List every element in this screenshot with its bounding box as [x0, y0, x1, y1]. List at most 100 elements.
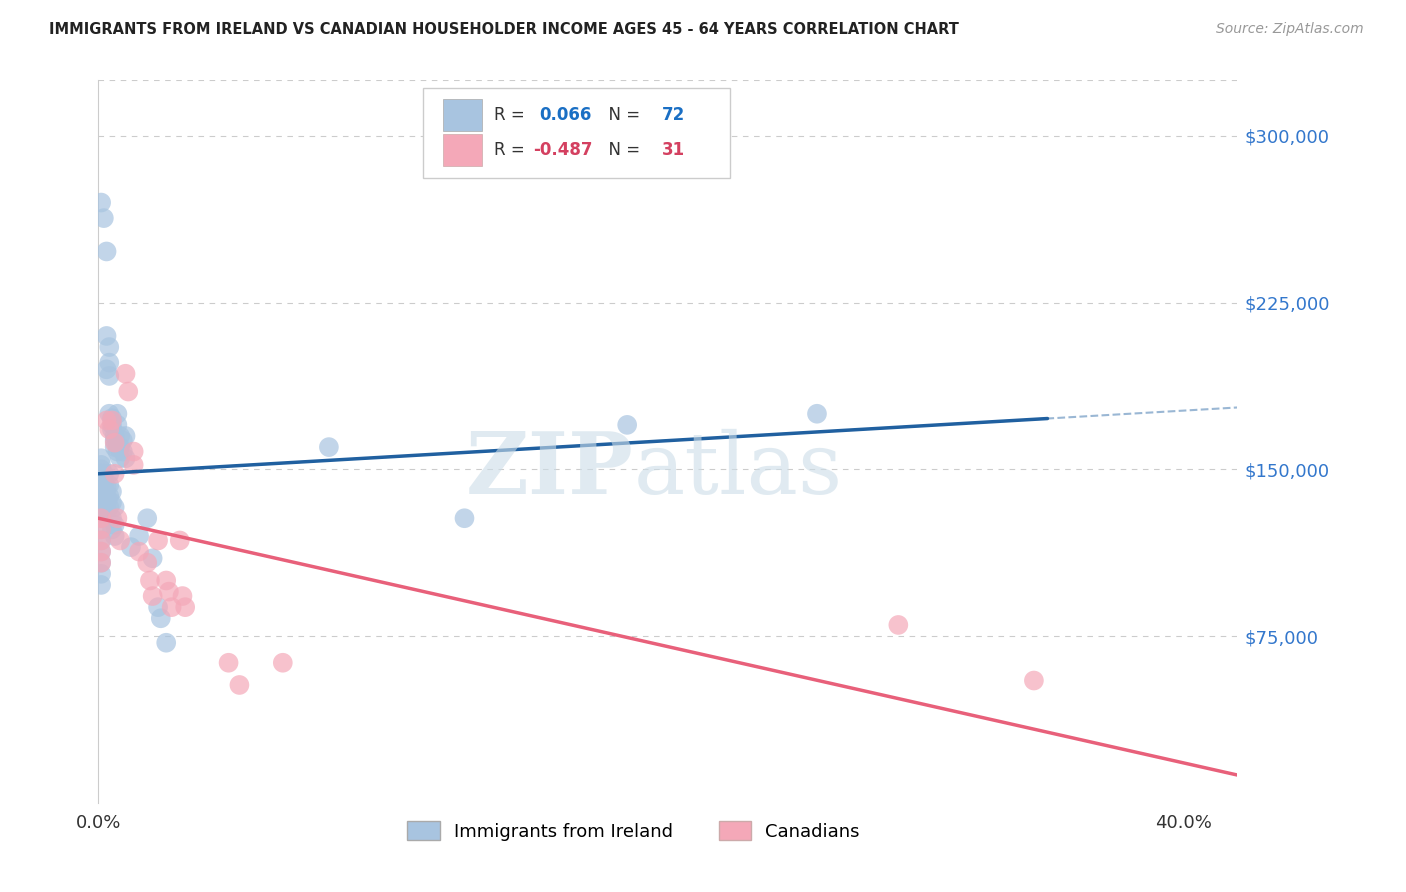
Point — [128, 529, 150, 543]
Text: 31: 31 — [662, 141, 685, 160]
Text: N =: N = — [599, 106, 645, 124]
Point — [98, 478, 121, 492]
Text: Source: ZipAtlas.com: Source: ZipAtlas.com — [1216, 22, 1364, 37]
Point — [146, 533, 169, 548]
Text: R =: R = — [494, 141, 530, 160]
Point — [139, 574, 162, 588]
Text: atlas: atlas — [634, 429, 842, 512]
Point — [887, 618, 910, 632]
Point — [90, 522, 112, 536]
Point — [228, 678, 250, 692]
Point — [108, 429, 131, 443]
Point — [122, 444, 145, 458]
Point — [96, 502, 118, 516]
Point — [90, 489, 112, 503]
Point — [218, 656, 240, 670]
Point — [90, 566, 112, 581]
Point — [104, 435, 127, 450]
Point — [107, 417, 129, 432]
Point — [174, 600, 197, 615]
Point — [122, 458, 145, 472]
Text: N =: N = — [599, 141, 645, 160]
Point — [98, 467, 121, 481]
Point — [96, 489, 118, 503]
Point — [114, 429, 136, 443]
Point — [98, 340, 121, 354]
FancyBboxPatch shape — [443, 99, 482, 131]
Point — [90, 522, 112, 536]
Point — [98, 489, 121, 503]
Text: ZIP: ZIP — [465, 428, 634, 512]
Point — [90, 462, 112, 476]
Text: 0.066: 0.066 — [538, 106, 592, 124]
Point — [96, 480, 118, 494]
Point — [104, 467, 127, 481]
Point — [104, 440, 127, 454]
Point — [111, 434, 134, 448]
Point — [98, 356, 121, 370]
Point — [96, 329, 118, 343]
Point — [616, 417, 638, 432]
Point — [136, 511, 159, 525]
Point — [114, 451, 136, 466]
Point — [108, 440, 131, 454]
Point — [96, 413, 118, 427]
Point — [90, 544, 112, 558]
Point — [98, 368, 121, 383]
Point — [93, 474, 115, 488]
Point — [117, 384, 139, 399]
Point — [96, 496, 118, 510]
Point — [104, 529, 127, 543]
FancyBboxPatch shape — [423, 87, 731, 178]
Point — [90, 533, 112, 548]
Point — [98, 407, 121, 421]
Point — [120, 540, 142, 554]
Point — [90, 458, 112, 472]
Point — [108, 451, 131, 466]
Point — [101, 496, 124, 510]
Point — [160, 600, 183, 615]
Point — [114, 367, 136, 381]
Point — [98, 500, 121, 515]
Point — [1022, 673, 1045, 688]
Point — [453, 511, 475, 525]
Point — [101, 511, 124, 525]
Point — [169, 533, 191, 548]
Point — [96, 244, 118, 259]
Point — [101, 484, 124, 499]
Point — [90, 467, 112, 481]
Point — [157, 584, 180, 599]
Point — [142, 589, 165, 603]
Text: IMMIGRANTS FROM IRELAND VS CANADIAN HOUSEHOLDER INCOME AGES 45 - 64 YEARS CORREL: IMMIGRANTS FROM IRELAND VS CANADIAN HOUS… — [49, 22, 959, 37]
Point — [155, 636, 177, 650]
Point — [318, 440, 340, 454]
Point — [93, 467, 115, 481]
Point — [146, 600, 169, 615]
Point — [108, 533, 131, 548]
Point — [90, 544, 112, 558]
Point — [101, 413, 124, 427]
Point — [90, 500, 112, 515]
Point — [93, 484, 115, 499]
Point — [90, 578, 112, 592]
Text: -0.487: -0.487 — [533, 141, 593, 160]
Point — [104, 500, 127, 515]
Point — [142, 551, 165, 566]
Point — [271, 656, 294, 670]
Point — [104, 517, 127, 532]
Point — [90, 511, 112, 525]
Point — [90, 533, 112, 548]
Point — [101, 422, 124, 436]
Point — [104, 434, 127, 448]
Point — [101, 522, 124, 536]
Point — [96, 362, 118, 376]
Point — [90, 195, 112, 210]
Point — [93, 478, 115, 492]
Point — [107, 407, 129, 421]
Point — [93, 489, 115, 503]
Point — [172, 589, 194, 603]
Point — [101, 417, 124, 432]
Point — [149, 611, 172, 625]
Point — [101, 411, 124, 425]
FancyBboxPatch shape — [443, 135, 482, 166]
